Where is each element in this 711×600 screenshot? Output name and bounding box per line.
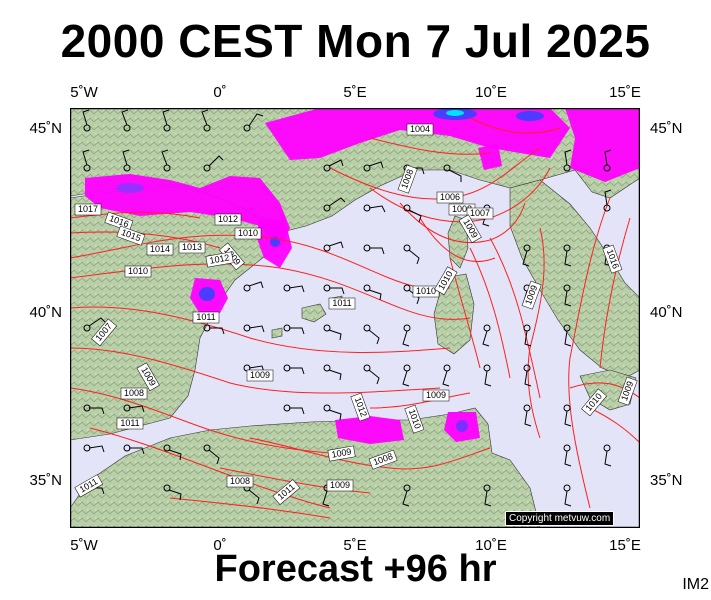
forecast-label: Forecast +96 hr: [214, 548, 497, 590]
isobar-label: 1013: [182, 242, 202, 252]
rain-band-pyrenees: [85, 174, 290, 248]
lat-label-right-40n: 40˚N: [650, 304, 683, 321]
rain-core-blue-pyrenees: [116, 183, 144, 193]
land-north-africa: [70, 407, 541, 528]
land-ibiza: [271, 327, 283, 339]
rain-band-northeast: [565, 108, 640, 182]
rain-core-blue-valencia: [199, 287, 215, 301]
lat-label-right-35n: 35˚N: [650, 472, 683, 489]
lat-label-right-45n: 45˚N: [650, 120, 683, 137]
isobar-label: 1006: [440, 192, 460, 202]
rain-blob-alps: [478, 144, 502, 170]
map-frame: [70, 108, 640, 528]
image-code: IM2: [682, 576, 709, 593]
rain-core-cyan-alps: [446, 110, 464, 116]
isobar-label: 1010: [128, 266, 148, 276]
lon-label-bottom-0: 0˚: [213, 537, 227, 554]
lon-label-top-15e: 15˚E: [609, 84, 641, 101]
isobars: [70, 117, 640, 519]
lon-label-bottom-5w: 5˚W: [70, 537, 98, 554]
isobar-label: 1017: [78, 204, 98, 214]
isobar-label: 1011: [196, 312, 215, 322]
isobar-label: 1008: [124, 388, 144, 398]
isobar-label: 1011: [120, 418, 139, 428]
rain-blob-algeria-east: [335, 416, 404, 444]
lat-label-left-45n: 45˚N: [29, 120, 62, 137]
rain-core-blue-italy: [516, 111, 544, 121]
lon-label-top-0: 0˚: [213, 84, 227, 101]
isobar-label: 1012: [218, 214, 238, 224]
isobar-label: 1009: [331, 446, 352, 459]
isobar-label: 1011: [332, 298, 351, 308]
weather-map: 1004 1008 1006 1008 1007 1009 1017 1016 …: [70, 108, 640, 528]
lon-label-top-5e: 5˚E: [343, 84, 367, 101]
lat-label-left-40n: 40˚N: [29, 304, 62, 321]
precipitation-shading: [85, 108, 640, 444]
rain-core-blue-tunisia: [456, 420, 468, 432]
isobar-label: 1007: [470, 208, 490, 218]
isobar-label: 1010: [238, 228, 258, 238]
lon-label-top-5w: 5˚W: [70, 84, 98, 101]
isobar-label: 1014: [150, 244, 170, 254]
isobar-label: 1009: [426, 390, 446, 400]
isobar-label: 1008: [230, 476, 250, 486]
isobar-label: 1008: [452, 204, 472, 214]
lat-label-left-35n: 35˚N: [29, 472, 62, 489]
isobar-label: 1009: [330, 480, 350, 490]
land-mallorca: [301, 303, 327, 323]
isobar-label: 1009: [250, 370, 270, 380]
copyright-notice: Copyright metvuw.com: [505, 511, 615, 526]
isobar-label: 1012: [209, 252, 230, 265]
map-title: 2000 CEST Mon 7 Jul 2025: [60, 15, 651, 67]
lon-label-top-10e: 10˚E: [475, 84, 507, 101]
isobar-label: 1010: [416, 286, 436, 296]
lon-label-bottom-15e: 15˚E: [609, 537, 641, 554]
isobar-label: 1004: [410, 124, 430, 134]
lon-label-bottom-5e: 5˚E: [343, 537, 367, 554]
lon-label-bottom-10e: 10˚E: [475, 537, 507, 554]
